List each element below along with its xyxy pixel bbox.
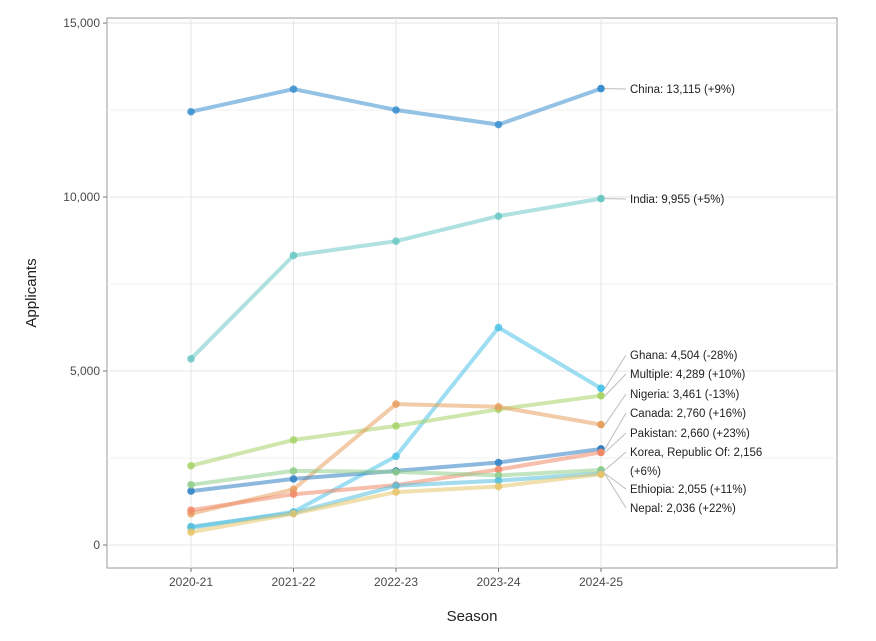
series-annotation: Ghana: 4,504 (-28%) — [630, 350, 738, 362]
annotation-leader — [604, 393, 627, 425]
data-point — [494, 458, 503, 467]
data-point — [187, 107, 195, 116]
data-point — [494, 120, 503, 129]
data-point — [289, 436, 298, 444]
x-axis-title: Season — [447, 608, 498, 625]
x-tick-label: 2020-21 — [169, 575, 213, 589]
x-tick-label: 2023-24 — [476, 575, 520, 589]
data-point — [597, 470, 605, 478]
data-point — [494, 323, 503, 332]
data-point — [187, 528, 195, 536]
data-point — [392, 106, 400, 114]
data-point — [187, 480, 195, 489]
y-tick-label: 10,000 — [63, 190, 100, 204]
y-tick-label: 0 — [93, 538, 100, 552]
data-point — [289, 467, 298, 475]
annotation-leader — [604, 473, 627, 509]
data-point — [597, 194, 605, 203]
annotation-leader — [604, 412, 627, 450]
series-annotation: Canada: 2,760 (+16%) — [630, 408, 746, 420]
data-point — [289, 490, 298, 498]
data-point — [597, 84, 605, 93]
y-tick-label: 5,000 — [70, 364, 100, 378]
data-point — [289, 251, 298, 260]
data-point — [289, 85, 298, 93]
series-annotation: India: 9,955 (+5%) — [630, 194, 724, 206]
data-point — [392, 488, 400, 496]
data-point — [597, 384, 605, 393]
x-tick-label: 2021-22 — [271, 575, 315, 589]
data-point — [187, 461, 195, 470]
series-annotation: Korea, Republic Of: 2,156 — [630, 447, 762, 459]
series-points — [187, 84, 605, 536]
data-point — [187, 522, 195, 531]
x-axis-ticks: 2020-21 2021-22 2022-23 2023-24 2024-25 — [169, 568, 623, 589]
annotation-leader — [604, 473, 627, 490]
series-annotation: Nepal: 2,036 (+22%) — [630, 503, 736, 515]
data-point — [494, 471, 503, 480]
data-point — [597, 420, 605, 429]
data-point — [392, 400, 400, 408]
y-axis-ticks: 0 5,000 10,000 15,000 — [63, 16, 107, 552]
data-point — [289, 509, 298, 518]
data-point — [187, 506, 195, 514]
data-point — [597, 448, 605, 457]
data-point — [494, 403, 503, 411]
annotation-leader — [604, 432, 627, 453]
data-point — [597, 391, 605, 400]
data-point — [392, 237, 400, 245]
data-point — [392, 452, 400, 461]
data-point — [392, 468, 400, 476]
y-axis-title: Applicants — [23, 258, 40, 327]
data-point — [392, 482, 400, 490]
data-point — [494, 476, 503, 485]
x-tick-label: 2022-23 — [374, 575, 418, 589]
series-annotation: Multiple: 4,289 (+10%) — [630, 369, 746, 381]
annotation-leader — [604, 451, 627, 471]
series-annotation: Ethiopia: 2,055 (+11%) — [630, 484, 747, 496]
data-point — [494, 482, 503, 491]
series-annotation: China: 13,115 (+9%) — [630, 84, 735, 96]
y-tick-label: 15,000 — [63, 16, 100, 30]
series-annotations: China: 13,115 (+9%) India: 9,955 (+5%) Gha… — [604, 84, 762, 515]
series-annotation: Nigeria: 3,461 (-13%) — [630, 389, 739, 401]
series-annotation-continued: (+6%) — [630, 466, 661, 478]
data-point — [494, 465, 503, 474]
data-point — [494, 212, 503, 220]
data-point — [187, 487, 195, 495]
data-point — [392, 422, 400, 430]
data-point — [187, 355, 195, 363]
x-tick-label: 2024-25 — [579, 575, 623, 589]
annotation-leader — [604, 354, 627, 389]
data-point — [289, 475, 298, 483]
series-annotation: Pakistan: 2,660 (+23%) — [630, 428, 750, 440]
annotation-leader — [604, 373, 627, 397]
